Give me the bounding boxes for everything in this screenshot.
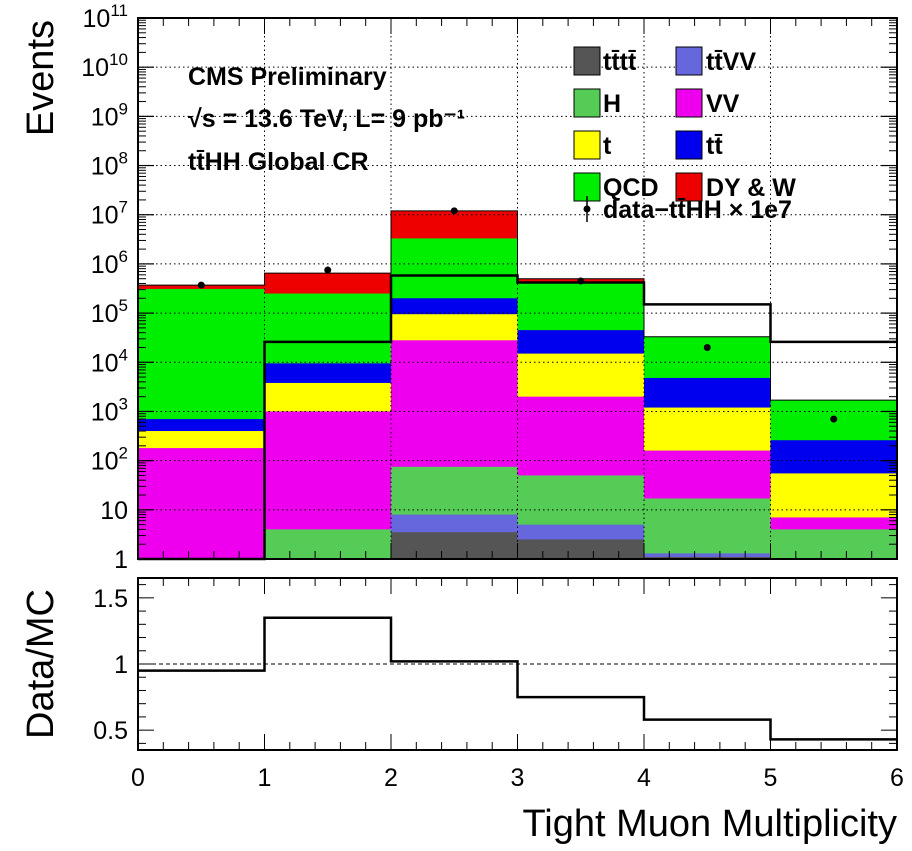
data-point [450, 207, 458, 215]
bar-tt̄tt̄-bin-3 [517, 539, 644, 559]
y-tick-label: 1011 [83, 1, 128, 33]
data-point [703, 343, 711, 351]
legend-swatch [675, 88, 703, 118]
bar-H-bin-4 [644, 498, 771, 559]
legend-swatch [675, 172, 703, 202]
data-point [324, 266, 332, 274]
bar-H-bin-1 [264, 529, 391, 559]
ratio-panel: 0.5 1 1.5 0 1 2 3 4 5 6 Data/MC Tight Muon Multipli… [20, 577, 904, 845]
data-point [830, 415, 838, 423]
x-tick-label: 4 [637, 764, 651, 792]
x-tick-label: 3 [511, 764, 525, 792]
legend-swatch [573, 130, 601, 160]
y-tick-label: 109 [91, 99, 128, 131]
y-tick-label: 10 [100, 497, 128, 525]
y-tick-label: 106 [91, 247, 128, 279]
bar-H-bin-5 [770, 529, 897, 559]
stack-outline [138, 210, 897, 401]
ratio-y-tick-label: 1.5 [93, 585, 128, 613]
legend-label: tt̄VV [706, 48, 756, 76]
main-panel: 1 10 102 103 104 105 106 107 108 109 1010 1011 Event… [20, 1, 898, 574]
ratio-y-tick-label: 0.5 [93, 717, 128, 745]
annotation-text: CMS Preliminary [188, 63, 387, 91]
x-tick-label: 0 [131, 764, 145, 792]
legend-swatch [675, 46, 703, 76]
y-tick-label: 103 [91, 394, 128, 426]
x-tick-label: 1 [258, 764, 272, 792]
y-tick-label: 104 [91, 345, 128, 377]
ratio-y-axis-title: Data/MC [20, 589, 62, 739]
legend-label: data−tt̄HH × 1e7 [603, 196, 792, 224]
legend-label: DY & W [706, 174, 796, 202]
data-point [197, 281, 205, 289]
annotation-text: √s = 13.6 TeV, L= 9 pb⁻¹ [188, 105, 465, 133]
legend-swatch [675, 130, 703, 160]
x-tick-label: 6 [890, 764, 904, 792]
y-tick-label: 102 [91, 444, 128, 476]
legend-label: t [603, 132, 612, 160]
y-tick-label: 1 [114, 546, 128, 574]
x-tick-label: 2 [384, 764, 398, 792]
bar-VV-bin-0 [138, 448, 265, 559]
legend-label: tt̄tt̄ [603, 48, 637, 76]
legend-label: QCD [603, 174, 659, 202]
legend-label: H [603, 90, 621, 118]
bar-tt̄tt̄-bin-2 [391, 532, 518, 559]
y-tick-label: 1010 [81, 50, 128, 82]
y-tick-label: 108 [91, 149, 128, 181]
legend-swatch [573, 88, 601, 118]
bar-tt̄tt̄-bin-4 [644, 556, 771, 559]
annotation-text: tt̄HH Global CR [188, 148, 369, 176]
legend-label: tt̄ [706, 132, 723, 160]
legend-swatch [573, 46, 601, 76]
x-axis-title: Tight Muon Multiplicity [523, 803, 898, 845]
data-point [577, 277, 585, 285]
y-axis-title: Events [20, 20, 62, 136]
bar-tt̄VV-bin-4 [644, 553, 771, 559]
legend-data-marker [583, 205, 591, 213]
ratio-line [138, 616, 897, 741]
y-tick-label: 107 [91, 198, 128, 230]
x-tick-label: 5 [764, 764, 778, 792]
y-tick-label: 105 [91, 296, 128, 328]
legend-label: VV [706, 90, 740, 118]
ratio-y-tick-label: 1 [114, 651, 128, 679]
